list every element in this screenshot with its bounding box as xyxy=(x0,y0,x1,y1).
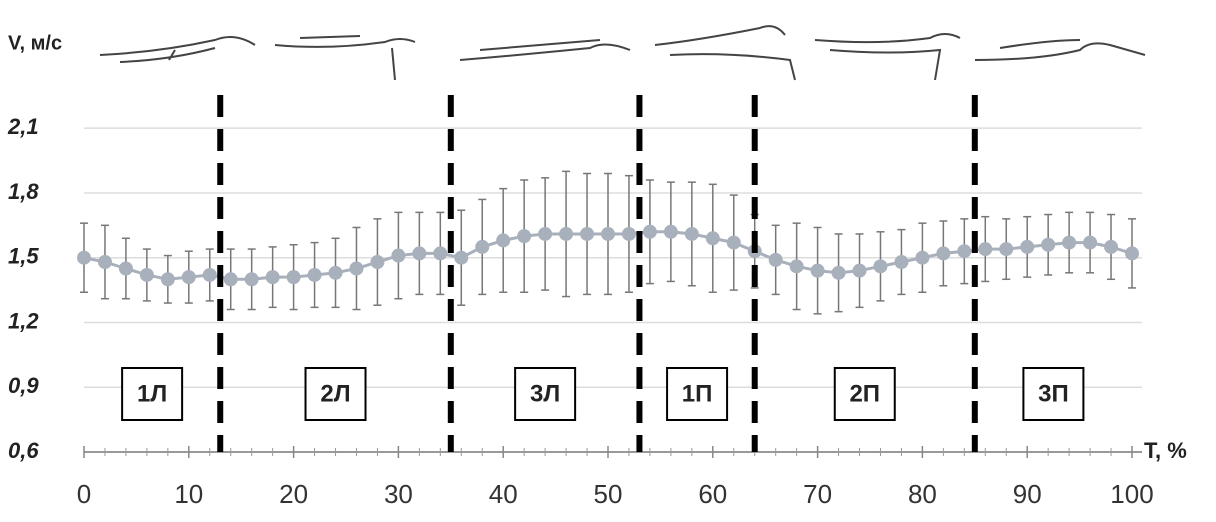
data-point xyxy=(391,249,405,263)
x-tick-label: 50 xyxy=(594,479,623,509)
x-tick-label: 40 xyxy=(489,479,518,509)
x-tick-label: 60 xyxy=(698,479,727,509)
phase-label: 3П xyxy=(1038,380,1069,407)
data-point xyxy=(1104,240,1118,254)
data-point xyxy=(1041,238,1055,252)
phase-label: 2П xyxy=(849,380,880,407)
data-point xyxy=(559,227,573,241)
phase-label: 3Л xyxy=(530,380,560,407)
data-point xyxy=(245,272,259,286)
data-point xyxy=(1020,240,1034,254)
x-tick-label: 10 xyxy=(174,479,203,509)
y-tick-label: 1,8 xyxy=(8,179,39,204)
data-point xyxy=(370,255,384,269)
y-tick-label: 1,5 xyxy=(8,244,39,269)
data-point xyxy=(329,266,343,280)
y-tick-label: 2,1 xyxy=(7,114,39,139)
data-point xyxy=(98,255,112,269)
data-point xyxy=(853,264,867,278)
x-tick-label: 70 xyxy=(803,479,832,509)
data-point xyxy=(580,227,594,241)
data-point xyxy=(308,268,322,282)
data-point xyxy=(517,229,531,243)
data-point xyxy=(685,227,699,241)
data-point xyxy=(601,227,615,241)
data-point xyxy=(957,244,971,258)
data-point xyxy=(1083,236,1097,250)
data-point xyxy=(454,251,468,265)
data-point xyxy=(161,272,175,286)
data-point xyxy=(643,225,657,239)
data-point xyxy=(203,268,217,282)
data-point xyxy=(978,242,992,256)
y-tick-label: 0,9 xyxy=(8,373,39,398)
x-tick-label: 80 xyxy=(908,479,937,509)
data-point xyxy=(811,264,825,278)
data-point xyxy=(433,246,447,260)
data-point xyxy=(77,251,91,265)
x-axis-label: T, % xyxy=(1144,438,1187,463)
chart: V, м/с T, % 0,6 0,9 1,2 1,5 1,8 2,1 0 10 20 30 40 5… xyxy=(0,0,1216,522)
data-point xyxy=(727,236,741,250)
data-point xyxy=(915,251,929,265)
data-point xyxy=(224,272,238,286)
x-tick-label: 0 xyxy=(77,479,91,509)
phase-label: 2Л xyxy=(320,380,350,407)
data-point xyxy=(790,259,804,273)
y-tick-label: 1,2 xyxy=(8,308,39,333)
data-point xyxy=(266,270,280,284)
y-axis-label: V, м/с xyxy=(8,32,62,54)
x-tick-label: 90 xyxy=(1013,479,1042,509)
phase-label: 1П xyxy=(682,380,713,407)
data-point xyxy=(538,227,552,241)
data-point xyxy=(475,240,489,254)
data-point xyxy=(873,259,887,273)
data-point xyxy=(496,233,510,247)
data-point xyxy=(412,246,426,260)
data-point xyxy=(622,227,636,241)
data-point xyxy=(287,270,301,284)
data-point xyxy=(936,246,950,260)
data-point xyxy=(999,242,1013,256)
data-point xyxy=(119,262,133,276)
data-point xyxy=(769,253,783,267)
x-tick-label: 20 xyxy=(279,479,308,509)
data-point xyxy=(182,270,196,284)
data-point xyxy=(1125,246,1139,260)
phase-label: 1Л xyxy=(137,380,167,407)
x-tick-label: 100 xyxy=(1110,479,1153,509)
y-tick-label: 0,6 xyxy=(8,438,39,463)
swimmer-drawings xyxy=(100,26,1145,80)
data-point xyxy=(349,262,363,276)
data-point xyxy=(894,255,908,269)
data-point xyxy=(832,266,846,280)
data-point xyxy=(140,268,154,282)
x-tick-label: 30 xyxy=(384,479,413,509)
data-point xyxy=(664,225,678,239)
data-point xyxy=(706,231,720,245)
data-point xyxy=(1062,236,1076,250)
